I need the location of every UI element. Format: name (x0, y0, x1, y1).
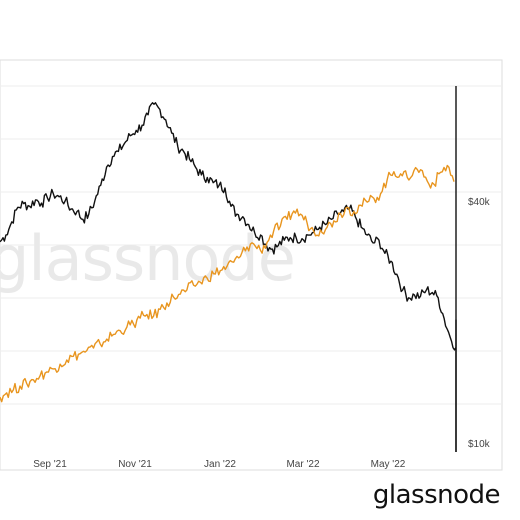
x-tick-label: Jan '22 (204, 459, 236, 470)
series-line-1 (0, 102, 457, 452)
x-tick-label: May '22 (371, 459, 406, 470)
y-tick-label: $40k (468, 197, 491, 208)
brand-logo: glassnode (372, 480, 501, 510)
plot-frame (0, 59, 503, 471)
x-tick-label: Mar '22 (286, 459, 319, 470)
x-tick-label: Sep '21 (33, 459, 67, 470)
y-tick-label: $10k (468, 439, 491, 450)
watermark: glassnode (0, 222, 295, 295)
x-axis-ticks: Sep '21 Nov '21 Jan '22 Mar '22 May '22 (33, 459, 406, 470)
series-line-2 (0, 164, 455, 403)
x-tick-label: Nov '21 (118, 459, 152, 470)
series-layer (0, 102, 457, 452)
y-axis-ticks: $40k $10k (468, 197, 491, 450)
